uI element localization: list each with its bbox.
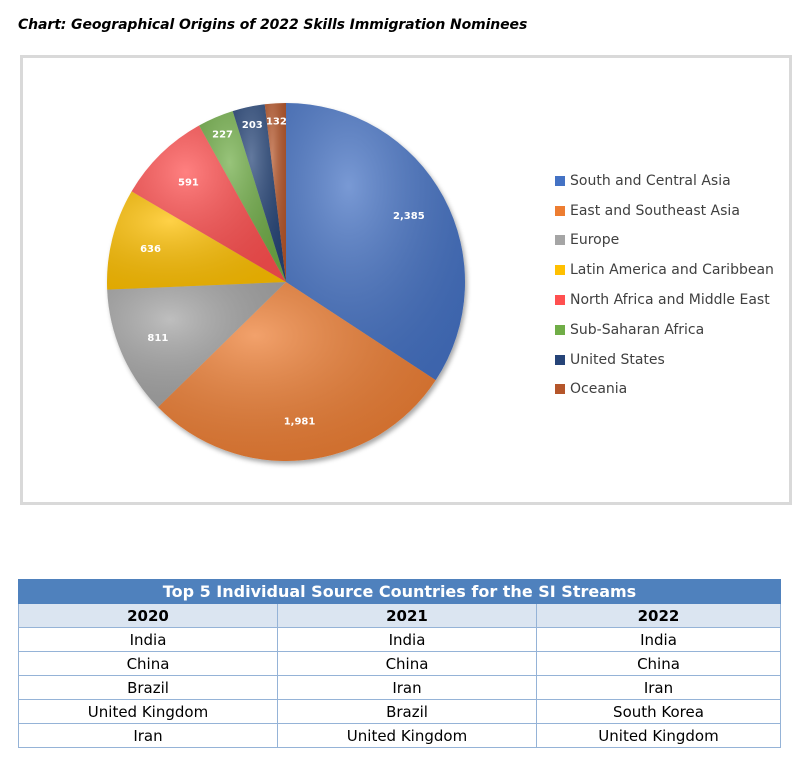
table-cell: United Kingdom <box>18 699 278 724</box>
legend-label: Latin America and Caribbean <box>570 262 774 279</box>
table-cell: Iran <box>277 675 537 700</box>
table-cell: China <box>18 651 278 676</box>
legend-item-sub-saharan-africa: Sub-Saharan Africa <box>555 315 805 345</box>
table-row: Iran United Kingdom United Kingdom <box>18 723 781 748</box>
legend-item-europe: Europe <box>555 226 805 256</box>
pie-slice-shading <box>107 191 286 290</box>
data-label-sub-saharan-africa: 227 <box>212 129 233 140</box>
source-countries-table: Top 5 Individual Source Countries for th… <box>18 579 781 748</box>
legend-swatch <box>555 265 565 276</box>
pie-slice-shading <box>158 282 436 461</box>
table-cell: India <box>18 627 278 652</box>
table-cell: China <box>536 651 781 676</box>
table-row: Brazil Iran Iran <box>18 675 781 700</box>
data-label-europe: 811 <box>147 333 168 344</box>
table-cell: Iran <box>18 723 278 748</box>
data-label-latin-america-and-caribbean: 636 <box>140 244 161 255</box>
pie-slice-shading <box>131 125 286 283</box>
table-row: India India India <box>18 627 781 652</box>
data-label-south-and-central-asia: 2,385 <box>393 211 425 222</box>
table-cell: United Kingdom <box>277 723 537 748</box>
legend-label: Oceania <box>570 381 628 398</box>
data-label-north-africa-and-middle-east: 591 <box>178 178 199 189</box>
legend-label: Sub-Saharan Africa <box>570 321 705 338</box>
legend-label: United States <box>570 351 665 368</box>
column-header-2022: 2022 <box>536 603 781 628</box>
table-row: United Kingdom Brazil South Korea <box>18 699 781 724</box>
legend-item-oceania: Oceania <box>555 375 805 405</box>
table-title: Top 5 Individual Source Countries for th… <box>18 579 781 604</box>
pie-slice-shading <box>264 103 286 282</box>
legend-swatch <box>555 354 565 365</box>
table-cell: South Korea <box>536 699 781 724</box>
legend-swatch <box>555 235 565 246</box>
legend-item-united-states: United States <box>555 345 805 375</box>
table-cell: China <box>277 651 537 676</box>
legend-swatch <box>555 295 565 306</box>
pie-shading <box>107 103 465 461</box>
legend-label: North Africa and Middle East <box>570 292 770 309</box>
pie-data-labels: 2,385 1,981 811 636 591 227 203 132 <box>140 117 425 428</box>
pie-slice-shading <box>232 104 286 282</box>
data-label-united-states: 203 <box>242 120 263 131</box>
legend-swatch <box>555 205 565 216</box>
table-cell: India <box>277 627 537 652</box>
legend-label: East and Southeast Asia <box>570 202 740 219</box>
legend-swatch <box>555 175 565 186</box>
table-row: China China China <box>18 651 781 676</box>
legend-swatch <box>555 384 565 395</box>
legend-item-north-africa-and-middle-east: North Africa and Middle East <box>555 285 805 315</box>
pie-chart: 2,385 1,981 811 636 591 227 203 132 <box>107 103 465 461</box>
legend-label: Europe <box>570 232 620 249</box>
data-label-oceania: 132 <box>266 117 287 128</box>
chart-legend: South and Central Asia East and Southeast… <box>555 166 805 404</box>
column-header-2021: 2021 <box>277 603 537 628</box>
pie-slice-shading <box>199 111 286 282</box>
pie-slice-shading <box>286 103 465 381</box>
legend-item-latin-america-and-caribbean: Latin America and Caribbean <box>555 255 805 285</box>
legend-swatch <box>555 324 565 335</box>
table-cell: United Kingdom <box>536 723 781 748</box>
table-cell: Brazil <box>277 699 537 724</box>
table-cell: Iran <box>536 675 781 700</box>
chart-area: 2,385 1,981 811 636 591 227 203 132 South and C… <box>20 55 792 505</box>
chart-caption: Chart: Geographical Origins of 2022 Skil… <box>18 17 528 33</box>
data-label-east-and-southeast-asia: 1,981 <box>284 416 316 427</box>
legend-item-east-and-southeast-asia: East and Southeast Asia <box>555 196 805 226</box>
table-cell: India <box>536 627 781 652</box>
legend-item-south-and-central-asia: South and Central Asia <box>555 166 805 196</box>
table-cell: Brazil <box>18 675 278 700</box>
column-header-2020: 2020 <box>18 603 278 628</box>
legend-label: South and Central Asia <box>570 172 731 189</box>
pie-slice-shading <box>107 282 286 408</box>
